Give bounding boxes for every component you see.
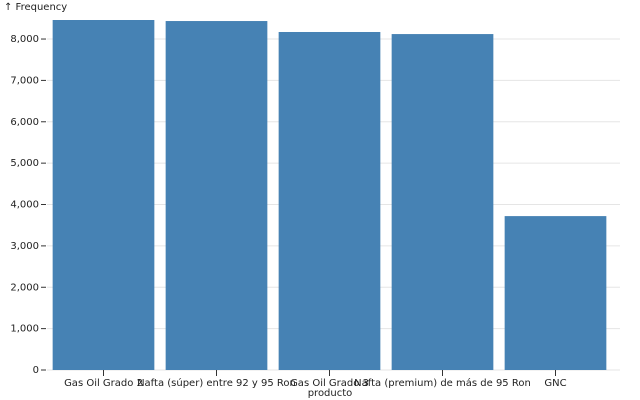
y-tick-label: 0 <box>33 365 39 376</box>
bar <box>278 31 381 370</box>
x-tick-label: Nafta (premium) de más de 95 Ron <box>354 377 531 389</box>
y-tick-label: 2,000 <box>10 282 39 293</box>
bar <box>52 20 155 370</box>
bar <box>165 21 268 371</box>
y-tick-label: 4,000 <box>10 200 39 211</box>
x-axis-title: producto <box>308 388 353 399</box>
y-tick-label: 7,000 <box>10 75 39 86</box>
y-axis-title: ↑ Frequency <box>4 2 67 13</box>
x-tick-label: GNC <box>544 378 566 389</box>
y-tick-label: 5,000 <box>10 158 39 169</box>
y-tick-label: 1,000 <box>10 324 39 335</box>
y-tick-label: 6,000 <box>10 117 39 128</box>
y-tick-label: 3,000 <box>10 241 39 252</box>
x-tick-label: Nafta (súper) entre 92 y 95 Ron <box>137 377 296 389</box>
y-tick-label: 8,000 <box>10 34 39 45</box>
x-tick-label: Gas Oil Grado 3 <box>290 378 369 389</box>
bar <box>391 34 494 370</box>
bar <box>504 216 607 370</box>
x-tick-label: Gas Oil Grado 2 <box>64 378 143 389</box>
